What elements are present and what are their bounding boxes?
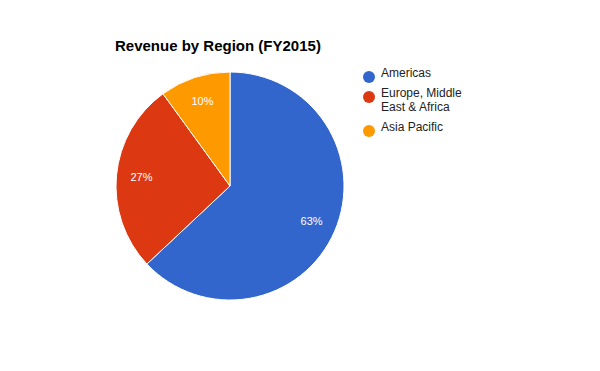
background	[0, 0, 600, 371]
title: Revenue by Region (FY2015)	[115, 37, 321, 54]
slice	[163, 72, 230, 186]
legend-swatch	[363, 125, 375, 137]
legend-line: Asia Pacific	[381, 120, 443, 134]
legend-line: Americas	[381, 66, 431, 80]
legend-label: Europe, MiddleEast & Africa	[381, 86, 462, 114]
legend-line: Europe, Middle	[381, 86, 462, 100]
legend-swatch	[363, 71, 375, 83]
pie: 63% 27% 10%	[116, 72, 344, 300]
legend-label: Americas	[381, 66, 431, 80]
data-label: 10%	[192, 95, 214, 107]
chart-container: Revenue by Region (FY2015) 63% 27% 10% Ameri…	[0, 0, 600, 371]
legend-label: Asia Pacific	[381, 120, 443, 134]
data-label: 63%	[301, 215, 323, 227]
legend: Americas Europe, MiddleEast & Africa Asia …	[363, 66, 462, 137]
chart-svg: Revenue by Region (FY2015) 63% 27% 10% Ameri…	[0, 0, 600, 371]
legend-line: East & Africa	[381, 100, 450, 114]
legend-swatch	[363, 91, 375, 103]
data-label: 27%	[130, 171, 152, 183]
